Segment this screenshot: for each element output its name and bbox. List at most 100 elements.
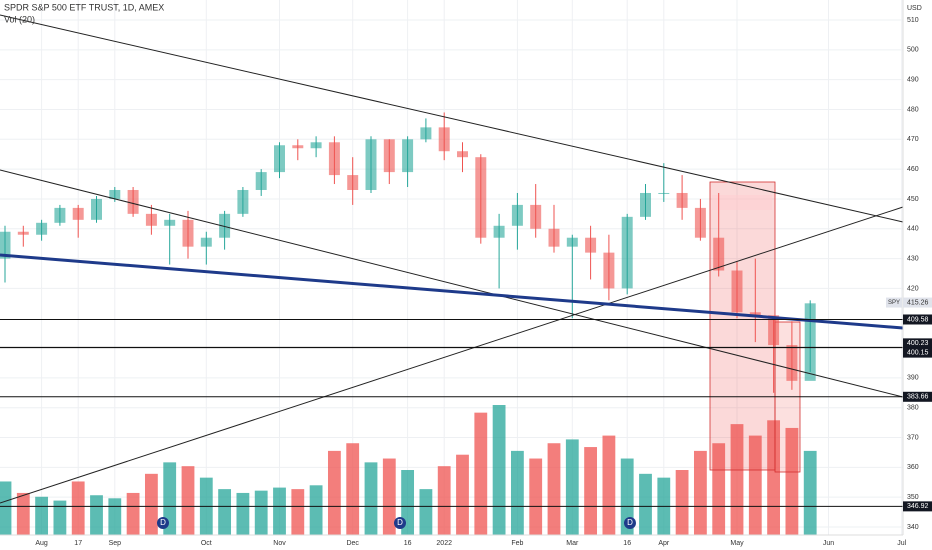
candle-body <box>365 139 377 190</box>
volume-bar <box>218 489 232 535</box>
candle-body <box>749 312 761 316</box>
y-tick-label: 360 <box>907 464 919 471</box>
candle-body <box>566 237 578 247</box>
price-label: 400.23 <box>907 340 929 347</box>
volume-bar <box>273 487 286 535</box>
volume-bar <box>254 490 268 535</box>
volume-bar <box>474 412 488 535</box>
candle-body <box>420 127 432 140</box>
candle-body <box>0 231 11 259</box>
y-tick-label: 460 <box>907 166 919 173</box>
candle-body <box>658 192 670 194</box>
price-label-box <box>903 338 932 349</box>
candle-body <box>603 252 615 289</box>
volume-bar <box>144 473 158 535</box>
volume-bar <box>16 492 30 535</box>
candle-body <box>292 145 304 149</box>
range-box <box>712 195 772 210</box>
volume-bar <box>309 485 323 535</box>
candle-body <box>36 222 48 235</box>
x-tick-label: 16 <box>623 540 631 547</box>
candle-body <box>768 315 780 346</box>
y-tick-label: 380 <box>907 405 919 412</box>
x-tick-label: Sep <box>109 540 122 547</box>
volume-bar <box>419 489 433 535</box>
volume-bar <box>748 435 762 535</box>
y-tick-label: 440 <box>907 226 919 233</box>
candle-body <box>219 213 231 238</box>
grid <box>0 0 903 535</box>
volume-bar <box>602 435 616 535</box>
candle-body <box>585 237 597 253</box>
candle-body <box>548 228 560 247</box>
x-tick-label: May <box>730 540 744 547</box>
volume-bar <box>712 443 726 535</box>
last-price-symbol-box <box>886 297 902 308</box>
volume-bar <box>730 424 744 535</box>
volume-bar <box>382 458 396 535</box>
x-tick-label: Dec <box>346 540 359 547</box>
x-tick-label: Mar <box>566 540 579 547</box>
trend-line <box>0 206 904 504</box>
volume-bar <box>108 498 122 535</box>
price-label: 383.66 <box>907 394 929 401</box>
volume-bar <box>803 450 817 535</box>
volume-bar <box>346 443 360 535</box>
volume-bar <box>71 481 85 535</box>
candle-body <box>255 172 267 190</box>
candle-body <box>731 270 743 313</box>
horizontal-lines <box>0 318 903 507</box>
volume-bar <box>35 496 49 535</box>
volume-bar <box>126 492 140 535</box>
volume-bar <box>90 495 103 535</box>
candle-body <box>511 204 523 226</box>
candle-body <box>438 127 450 152</box>
volume-bar <box>401 470 415 535</box>
price-label: 346.92 <box>907 503 929 510</box>
volume-bar <box>693 450 707 535</box>
volume-bar <box>620 458 634 535</box>
trend-line <box>0 169 904 398</box>
x-tick-label: Aug <box>35 540 48 547</box>
y-tick-label: 430 <box>907 255 919 262</box>
y-tick-label: 450 <box>907 196 919 203</box>
volume-bar <box>547 443 561 535</box>
trend-line <box>0 253 904 330</box>
x-tick-label: Nov <box>273 540 286 547</box>
volume-bar <box>785 427 799 535</box>
candle-body <box>127 189 139 214</box>
trend-line <box>0 14 904 223</box>
volume-bar <box>291 489 305 535</box>
y-tick-label: 340 <box>907 524 919 531</box>
candle-body <box>310 142 322 149</box>
currency: USD <box>907 5 922 12</box>
volume-bar <box>364 462 378 535</box>
y-tick-label: 470 <box>907 136 919 143</box>
last-price-box <box>903 297 932 308</box>
volume-bar <box>163 462 177 535</box>
last-price: 415.26 <box>907 299 929 306</box>
dividend-label: D <box>627 518 633 527</box>
dividend-icon <box>157 517 169 529</box>
candle-body <box>530 204 542 229</box>
volume-bar <box>181 466 195 535</box>
volume-bar <box>0 481 12 535</box>
chart-title: SPDR S&P 500 ETF TRUST, 1D, AMEX <box>4 2 164 12</box>
x-tick-label: Jul <box>897 540 906 547</box>
candle-body <box>383 139 395 173</box>
candle-body <box>347 175 359 190</box>
volume-bar <box>456 454 469 535</box>
y-tick-label: 420 <box>907 285 919 292</box>
x-tick-label: 17 <box>74 540 82 547</box>
volume-bar <box>236 492 250 535</box>
candle-body <box>91 198 102 220</box>
volume-bar <box>327 450 341 535</box>
price-label: 409.58 <box>907 316 929 323</box>
candle-body <box>402 139 414 173</box>
candle-body <box>694 207 706 238</box>
price-label-box <box>903 314 932 325</box>
volume-bar <box>53 500 67 535</box>
candle-body <box>713 237 725 271</box>
volume-bar <box>492 405 506 535</box>
